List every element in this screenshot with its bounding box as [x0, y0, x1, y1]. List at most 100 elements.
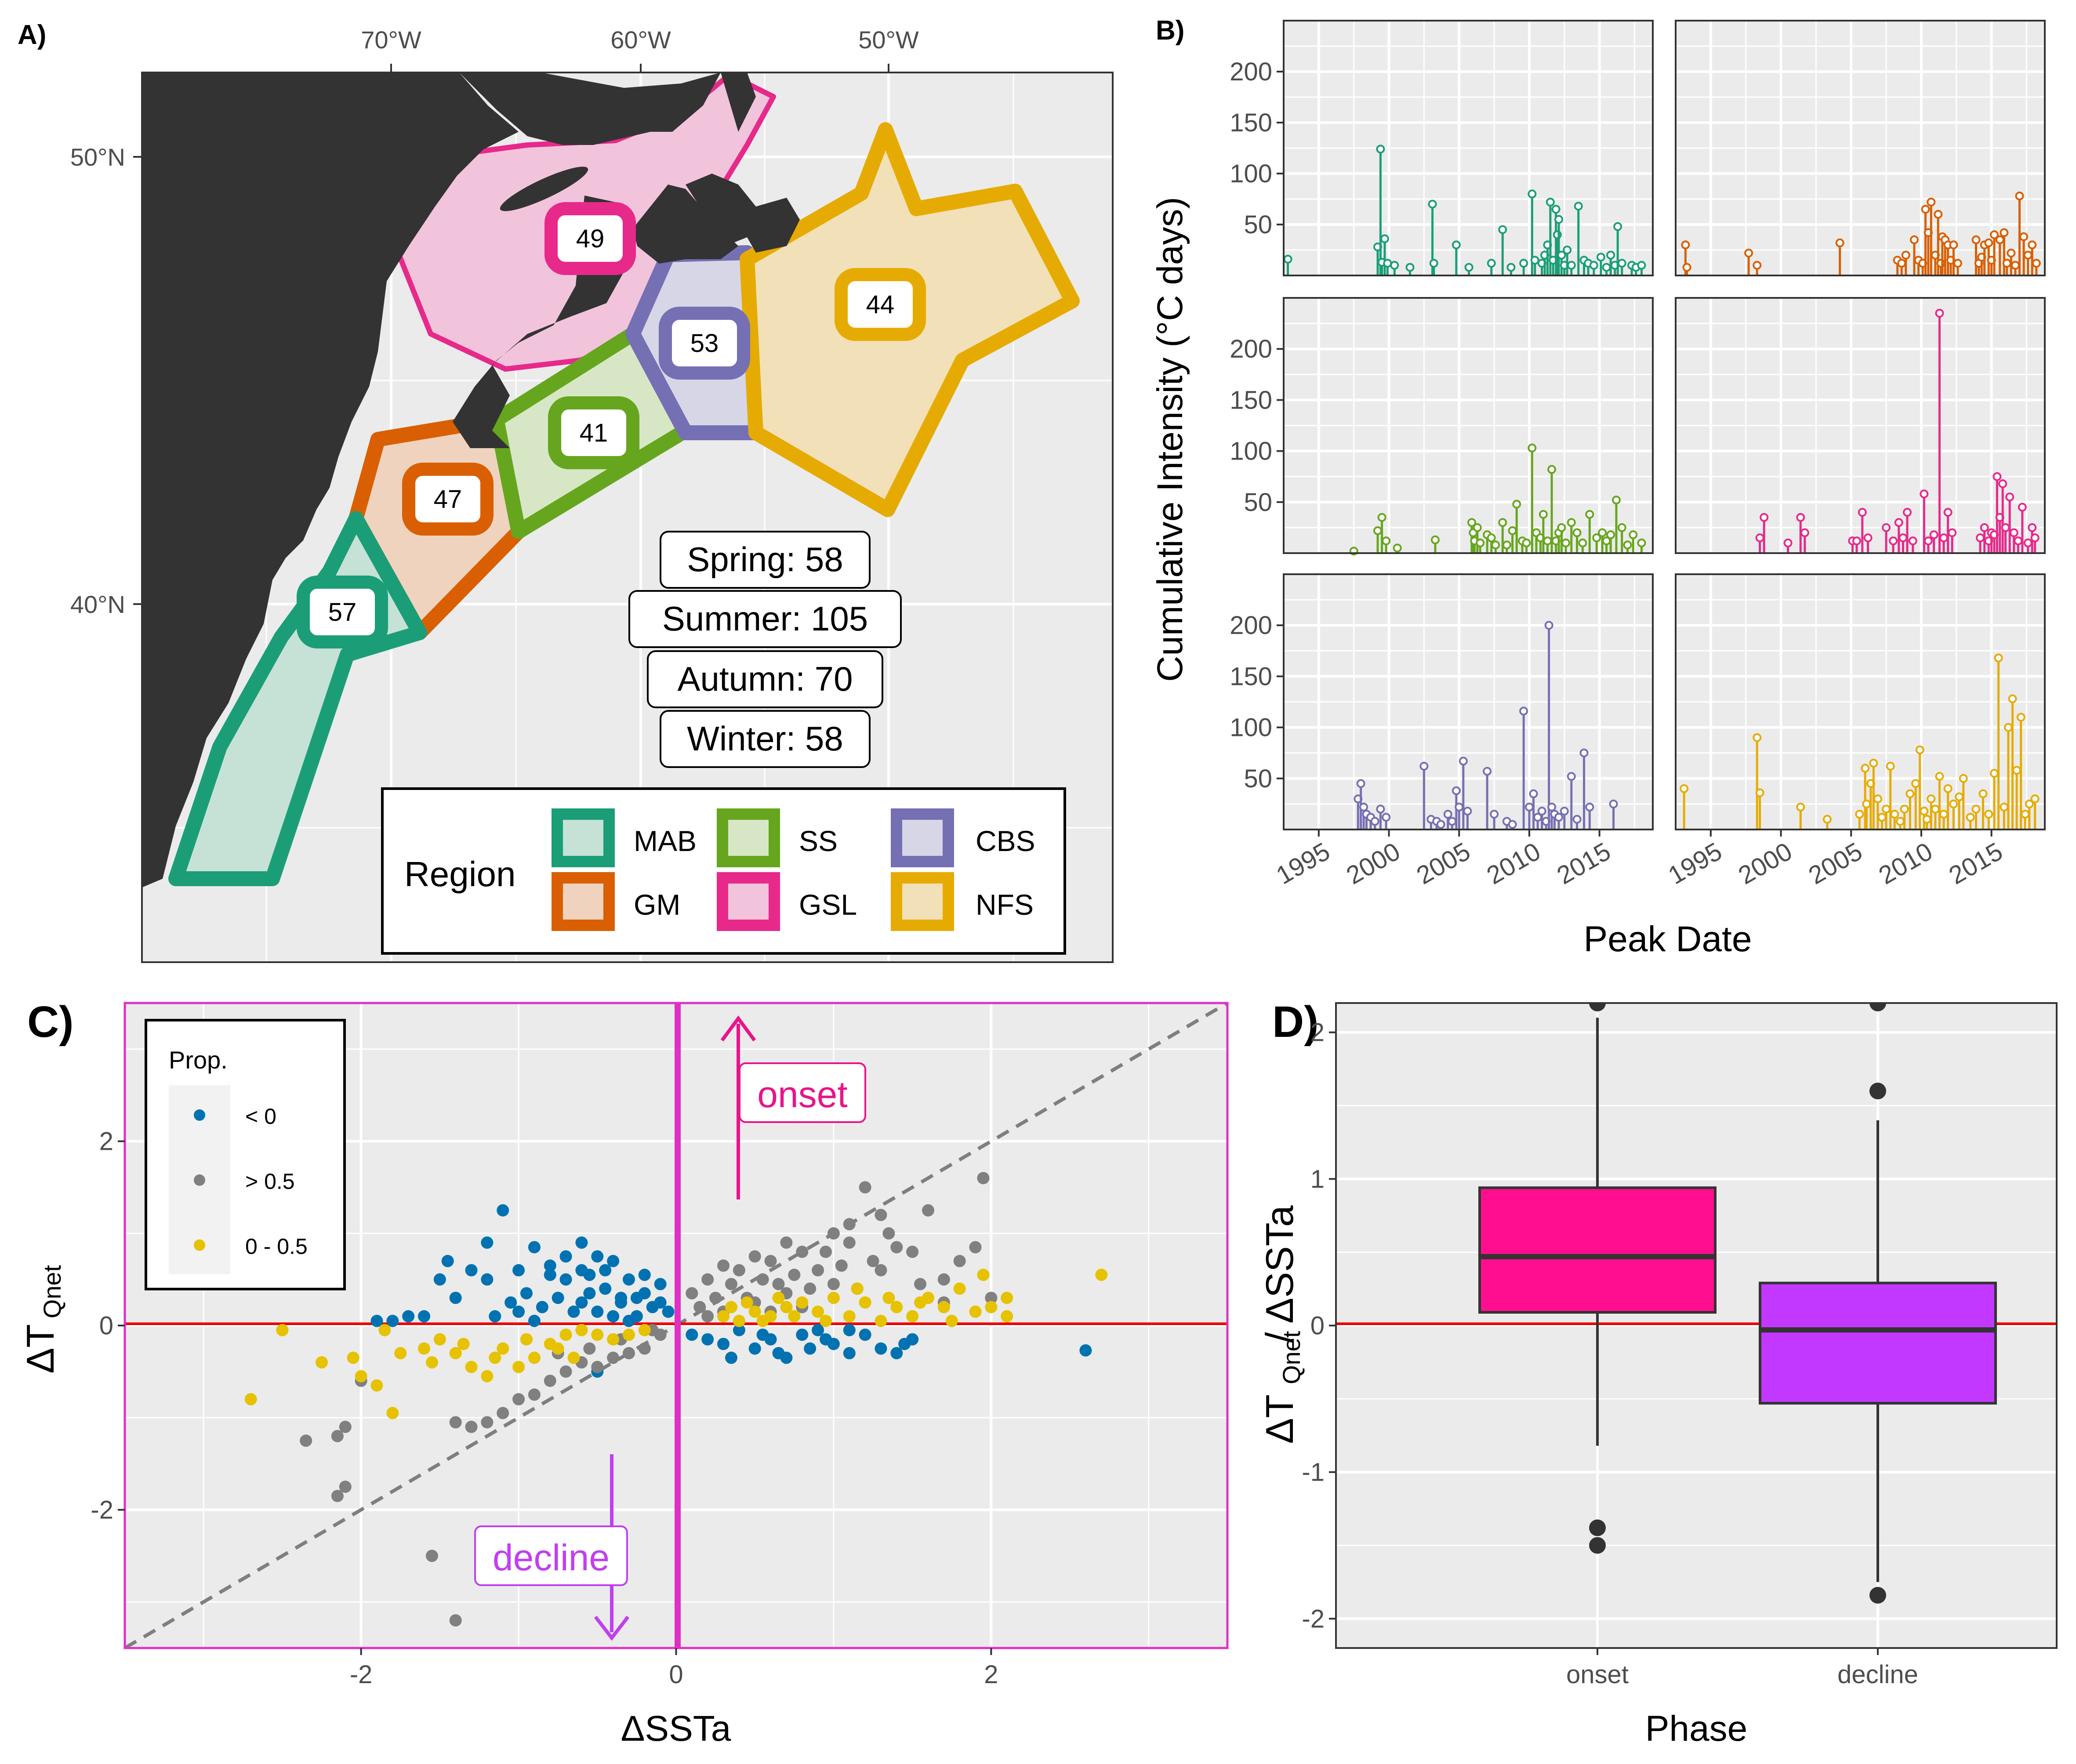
lollipop-point	[1508, 820, 1517, 829]
lollipop-point	[1455, 802, 1464, 811]
scatter-point	[520, 1333, 533, 1346]
scatter-point	[906, 1310, 919, 1323]
scatter-point	[867, 1255, 879, 1268]
lollipop-point	[1796, 802, 1805, 811]
lollipop-point	[1598, 528, 1607, 537]
lollipop-point	[1905, 789, 1915, 798]
panel-c-xlabel: ΔSSTa	[621, 1709, 731, 1749]
legend-dot-mid	[194, 1239, 205, 1251]
scatter-point	[559, 1328, 572, 1341]
scatter-point	[481, 1236, 494, 1249]
scatter-point	[953, 1255, 966, 1268]
count-label-nfs: 44	[866, 290, 895, 319]
lollipop-point	[1419, 761, 1429, 771]
lollipop-point	[1567, 772, 1576, 781]
lollipop-point	[1984, 810, 1993, 819]
scatter-point	[465, 1264, 478, 1277]
scatter-point	[725, 1278, 737, 1290]
lollipop-point	[1637, 538, 1646, 547]
decline-arrowhead	[594, 1615, 630, 1641]
lollipop-point	[1380, 234, 1389, 243]
scatter-point	[583, 1268, 596, 1281]
panel-d-ylabel-main: ΔT	[1258, 1395, 1301, 1444]
scatter-point	[820, 1315, 832, 1327]
legend-label-ss: SS	[799, 825, 838, 857]
scatter-point	[820, 1246, 832, 1258]
lollipop-point	[1283, 254, 1292, 264]
lollipop-point	[1483, 767, 1492, 776]
panel-d-ylabel: ΔT Qnet / ΔSSTa	[1258, 1205, 1305, 1444]
scatter-legend: Prop. < 0 > 0.5 0 - 0.5	[145, 1019, 346, 1290]
scatter-point	[528, 1315, 541, 1327]
lollipop-point	[1984, 238, 1993, 247]
lollipop-point	[2023, 538, 2032, 547]
scatter-point	[748, 1305, 761, 1318]
scatter-point	[1079, 1344, 1092, 1357]
scatter-point	[512, 1393, 525, 1405]
scatter-point	[985, 1292, 998, 1304]
lollipop-point	[1882, 804, 1891, 814]
lollipop-point	[2000, 802, 2009, 811]
scatter-point	[843, 1324, 856, 1337]
box-outlier	[1589, 1537, 1606, 1554]
scatter-point	[772, 1292, 785, 1304]
lollipop-point	[1948, 528, 1957, 537]
panel-d-xlabel: Phase	[1645, 1709, 1748, 1749]
scatter-point	[827, 1278, 840, 1290]
lollipop-point	[1637, 261, 1646, 270]
facet-frame	[1283, 20, 1654, 276]
map-lon-tick: 50°W	[858, 26, 919, 54]
lollipop-point	[1753, 733, 1762, 742]
scatter-point	[528, 1351, 541, 1364]
lollipop-point	[1877, 813, 1887, 822]
onset-arrowhead	[720, 1015, 756, 1042]
lollipop-point	[1924, 536, 1933, 546]
lollipop-point	[1464, 263, 1474, 272]
scatter-point	[481, 1370, 494, 1383]
count-label-box-gsl	[544, 202, 636, 275]
scatter-point	[638, 1324, 651, 1337]
scatter-point	[1001, 1292, 1013, 1304]
facet-ytick-label: 200	[1230, 335, 1272, 363]
lollipop-point	[1502, 540, 1511, 550]
lollipop-point	[2009, 528, 2018, 537]
lollipop-point	[1519, 259, 1528, 268]
panel-c-ylabel: ΔT Qnet	[18, 1265, 66, 1373]
scatter-point	[418, 1310, 431, 1323]
lollipop-point	[1574, 202, 1583, 211]
scatter-point	[622, 1328, 635, 1341]
season-label-autumn: Autumn: 70	[678, 659, 853, 698]
scatter-point	[591, 1361, 604, 1373]
panel-c-ylabel-main: ΔT	[18, 1324, 62, 1374]
scatter-point	[559, 1365, 572, 1378]
scatter-xtick-label: -2	[350, 1660, 373, 1689]
facet-ytick-label: 50	[1244, 488, 1272, 517]
scatter-point	[914, 1296, 927, 1309]
scatter-point	[812, 1264, 824, 1277]
lollipop-point	[1897, 259, 1906, 268]
scatter-point	[788, 1310, 801, 1323]
lollipop-point	[1682, 263, 1691, 272]
count-label-box-cbs	[659, 307, 750, 380]
facet-frame	[1283, 573, 1654, 830]
scatter-point	[331, 1489, 344, 1502]
lollipop-point	[1376, 145, 1385, 154]
scatter-point	[709, 1292, 722, 1304]
panel-b-xlabel: Peak Date	[1584, 919, 1752, 959]
region-count-labels: 57 47 41 49 53 44	[297, 202, 926, 648]
scatter-point	[552, 1342, 564, 1355]
scatter-point	[425, 1356, 438, 1369]
lollipop-point	[1405, 263, 1415, 272]
count-label-gm: 47	[434, 485, 462, 514]
lollipop-point	[1902, 508, 1912, 517]
facet-nfs: 1995 2000 2005 2010 2015	[1663, 573, 2046, 890]
scatter-point	[481, 1273, 494, 1286]
scatter-point	[748, 1342, 761, 1355]
lollipop-point	[1611, 496, 1621, 505]
facet-mab: 50 100 150 200	[1230, 20, 1654, 276]
lollipop-point	[1980, 523, 1989, 532]
facet-ytick-label: 50	[1244, 210, 1272, 239]
lollipop-point	[1943, 508, 1953, 517]
lollipop-point	[1858, 508, 1867, 517]
